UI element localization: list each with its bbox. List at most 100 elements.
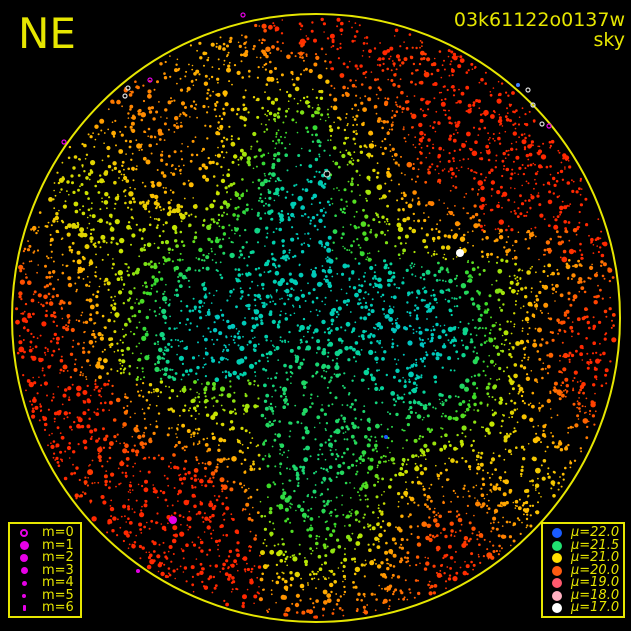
star-point — [216, 153, 221, 158]
star-point — [325, 67, 328, 70]
star-point — [288, 330, 291, 334]
star-point — [378, 509, 382, 513]
star-point — [505, 253, 508, 256]
star-point — [498, 235, 504, 240]
star-point — [442, 500, 445, 503]
star-point — [78, 478, 81, 482]
star-point — [106, 281, 111, 286]
star-point — [430, 339, 434, 343]
star-point — [218, 444, 220, 447]
star-point — [404, 384, 407, 387]
star-point — [342, 565, 346, 569]
star-point — [315, 296, 319, 300]
star-point — [404, 327, 408, 331]
star-point — [278, 142, 280, 144]
star-point — [497, 93, 500, 97]
star-point — [311, 133, 314, 136]
star-point — [353, 572, 357, 576]
star-point — [517, 207, 520, 210]
star-point — [242, 556, 248, 561]
star-point — [253, 294, 256, 296]
star-point — [144, 332, 149, 337]
star-point — [89, 135, 93, 139]
star-point — [295, 611, 299, 614]
star-point — [206, 525, 211, 530]
star-point — [237, 158, 240, 161]
star-point — [122, 288, 124, 291]
star-point — [306, 95, 309, 98]
star-point — [145, 315, 149, 320]
star-point — [126, 464, 129, 467]
star-point — [363, 595, 366, 598]
star-point — [164, 301, 167, 304]
star-point — [387, 131, 390, 133]
star-point — [107, 379, 110, 382]
star-point — [490, 457, 496, 462]
star-point — [509, 119, 512, 123]
star-point — [574, 263, 578, 268]
star-point — [203, 585, 209, 590]
star-point — [556, 445, 560, 449]
star-point — [413, 250, 416, 254]
star-point — [479, 118, 484, 123]
star-point — [350, 402, 354, 406]
star-point — [376, 64, 379, 66]
star-point — [315, 309, 318, 311]
star-point — [335, 257, 338, 260]
star-point — [450, 176, 453, 179]
star-point — [382, 502, 386, 505]
star-point — [454, 205, 456, 207]
star-point — [162, 352, 166, 356]
star-point — [458, 169, 460, 172]
star-point — [444, 414, 447, 418]
star-point — [61, 264, 64, 266]
star-point — [196, 391, 198, 394]
star-point — [161, 356, 164, 360]
star-point — [198, 167, 202, 171]
star-point — [433, 518, 438, 523]
star-point — [237, 335, 241, 340]
star-point — [229, 252, 235, 259]
star-point — [315, 372, 318, 375]
star-point — [499, 431, 502, 435]
star-point — [368, 548, 372, 552]
star-point — [563, 313, 568, 317]
star-point — [273, 192, 276, 195]
star-point — [445, 468, 448, 472]
star-point — [77, 223, 80, 226]
star-point — [421, 136, 425, 140]
star-point — [218, 331, 223, 336]
star-point — [97, 240, 101, 244]
star-point — [78, 425, 82, 429]
star-point — [454, 492, 457, 495]
star-point — [537, 145, 539, 148]
star-point — [264, 455, 267, 457]
star-point — [497, 136, 501, 141]
star-point — [129, 108, 132, 111]
star-point — [131, 543, 134, 546]
star-point — [123, 173, 126, 176]
star-point — [106, 383, 110, 386]
star-point — [262, 588, 265, 591]
star-point — [611, 337, 617, 343]
star-point — [391, 345, 394, 349]
star-point — [328, 465, 333, 470]
star-point — [449, 63, 452, 66]
star-point — [196, 432, 199, 435]
star-point — [298, 552, 301, 556]
star-point — [562, 153, 567, 158]
star-point — [323, 504, 326, 508]
star-point — [245, 304, 247, 307]
star-point — [604, 368, 609, 373]
star-point — [474, 67, 476, 69]
star-point — [103, 437, 108, 442]
star-point — [404, 469, 408, 474]
star-point — [250, 145, 253, 148]
star-point — [184, 106, 187, 109]
star-point — [459, 159, 461, 162]
star-point — [566, 181, 571, 185]
star-point — [152, 484, 154, 486]
star-point — [259, 500, 262, 503]
star-point — [445, 268, 449, 272]
star-point — [197, 257, 201, 261]
